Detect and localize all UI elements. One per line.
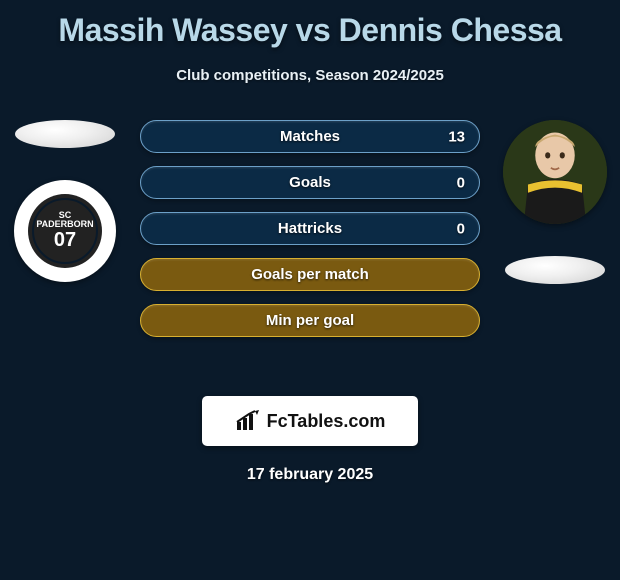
stat-label: Min per goal <box>266 312 354 329</box>
stat-label: Matches <box>280 128 340 145</box>
stat-label: Goals per match <box>251 266 369 283</box>
fctables-watermark: FcTables.com <box>202 396 418 446</box>
snapshot-date: 17 february 2025 <box>0 466 620 484</box>
left-club-badge: SC PADERBORN 07 <box>14 180 116 282</box>
stat-value: 0 <box>457 174 465 191</box>
stat-label: Goals <box>289 174 331 191</box>
page-subtitle: Club competitions, Season 2024/2025 <box>0 67 620 84</box>
badge-number: 07 <box>54 230 76 251</box>
comparison-content: SC PADERBORN 07 Matches13Goals0Hattricks… <box>0 112 620 392</box>
fctables-text: FcTables.com <box>267 411 386 432</box>
stat-bar-min-per-goal: Min per goal <box>140 304 480 337</box>
fctables-chart-icon <box>235 410 261 432</box>
left-player-column: SC PADERBORN 07 <box>10 120 120 282</box>
paderborn-badge-icon: SC PADERBORN 07 <box>28 194 102 268</box>
stat-label: Hattricks <box>278 220 342 237</box>
badge-line2: PADERBORN <box>36 220 93 229</box>
stat-value: 0 <box>457 220 465 237</box>
right-player-column <box>500 120 610 284</box>
stat-value: 13 <box>448 128 465 145</box>
right-player-photo <box>503 120 607 224</box>
right-club-placeholder-icon <box>505 256 605 284</box>
stat-bar-goals: Goals 0 <box>140 166 480 199</box>
stat-bars: Matches 13 Goals 0 Hattricks 0 Goals per match… <box>140 120 480 350</box>
left-player-placeholder-icon <box>15 120 115 148</box>
stat-bar-matches: Matches 13 <box>140 120 480 153</box>
page-title: Massih Wassey vs Dennis Chessa <box>0 0 620 49</box>
stat-bar-hattricks: Hattricks 0 <box>140 212 480 245</box>
stat-bar-goals-per-match: Goals per match <box>140 258 480 291</box>
